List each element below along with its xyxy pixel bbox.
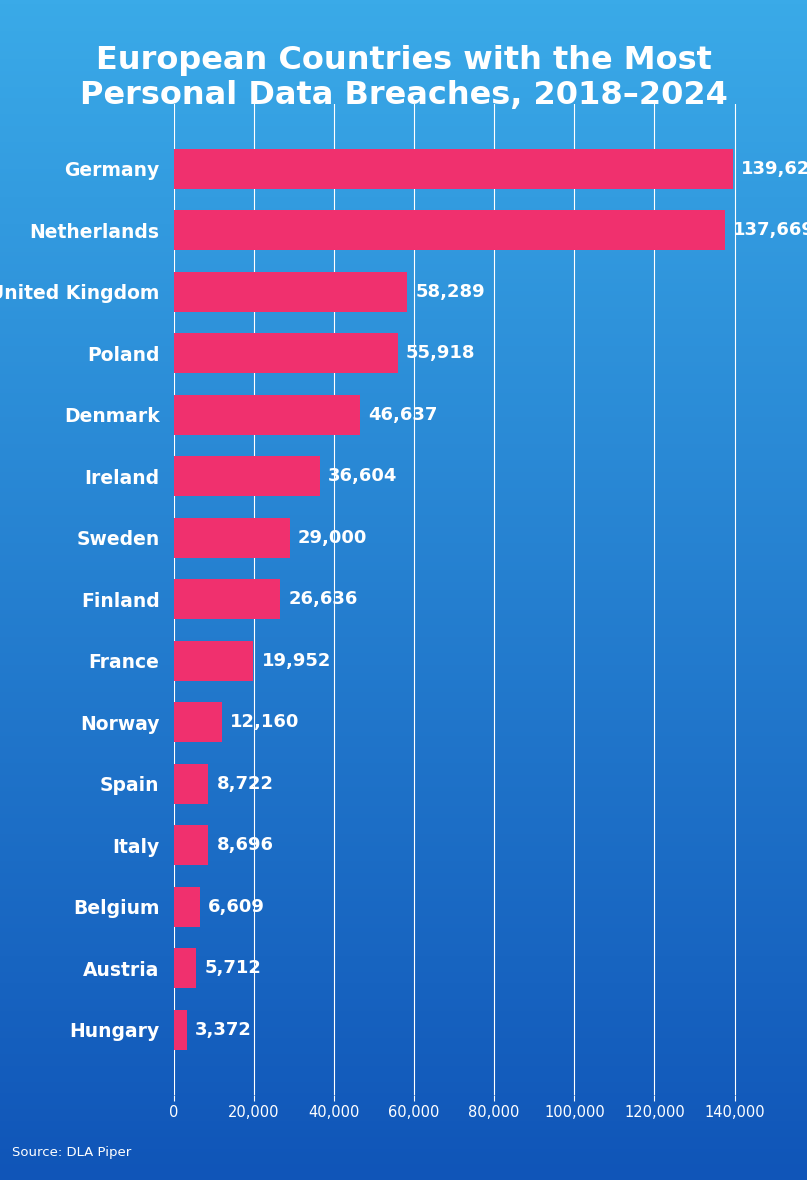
Bar [174, 763, 208, 804]
Text: 8,696: 8,696 [216, 837, 274, 854]
Text: 3,372: 3,372 [195, 1021, 252, 1040]
Bar [174, 457, 320, 497]
Bar [174, 395, 361, 435]
Bar [174, 641, 253, 681]
Bar [174, 579, 280, 620]
Bar [174, 887, 200, 927]
Text: 139,625: 139,625 [741, 159, 807, 178]
Text: 58,289: 58,289 [415, 283, 485, 301]
Text: 36,604: 36,604 [328, 467, 398, 485]
Bar [174, 210, 725, 250]
Bar [174, 518, 290, 558]
Bar [174, 271, 408, 312]
Text: 46,637: 46,637 [369, 406, 438, 424]
Text: 29,000: 29,000 [298, 529, 367, 548]
Text: Personal Data Breaches, 2018–2024: Personal Data Breaches, 2018–2024 [80, 80, 727, 111]
Text: 19,952: 19,952 [261, 651, 331, 670]
Text: 5,712: 5,712 [204, 959, 261, 977]
Text: 8,722: 8,722 [216, 775, 274, 793]
Bar [174, 949, 196, 989]
Bar [174, 1010, 187, 1050]
Text: 55,918: 55,918 [406, 345, 475, 362]
Bar [174, 826, 208, 865]
Bar [174, 334, 398, 373]
Text: 26,636: 26,636 [288, 590, 358, 609]
Text: 12,160: 12,160 [230, 714, 299, 732]
Text: European Countries with the Most: European Countries with the Most [95, 45, 712, 76]
Bar [174, 149, 733, 189]
Text: Source: DLA Piper: Source: DLA Piper [12, 1146, 132, 1159]
Bar [174, 702, 222, 742]
Text: 6,609: 6,609 [208, 898, 265, 916]
Text: 137,669: 137,669 [734, 222, 807, 240]
